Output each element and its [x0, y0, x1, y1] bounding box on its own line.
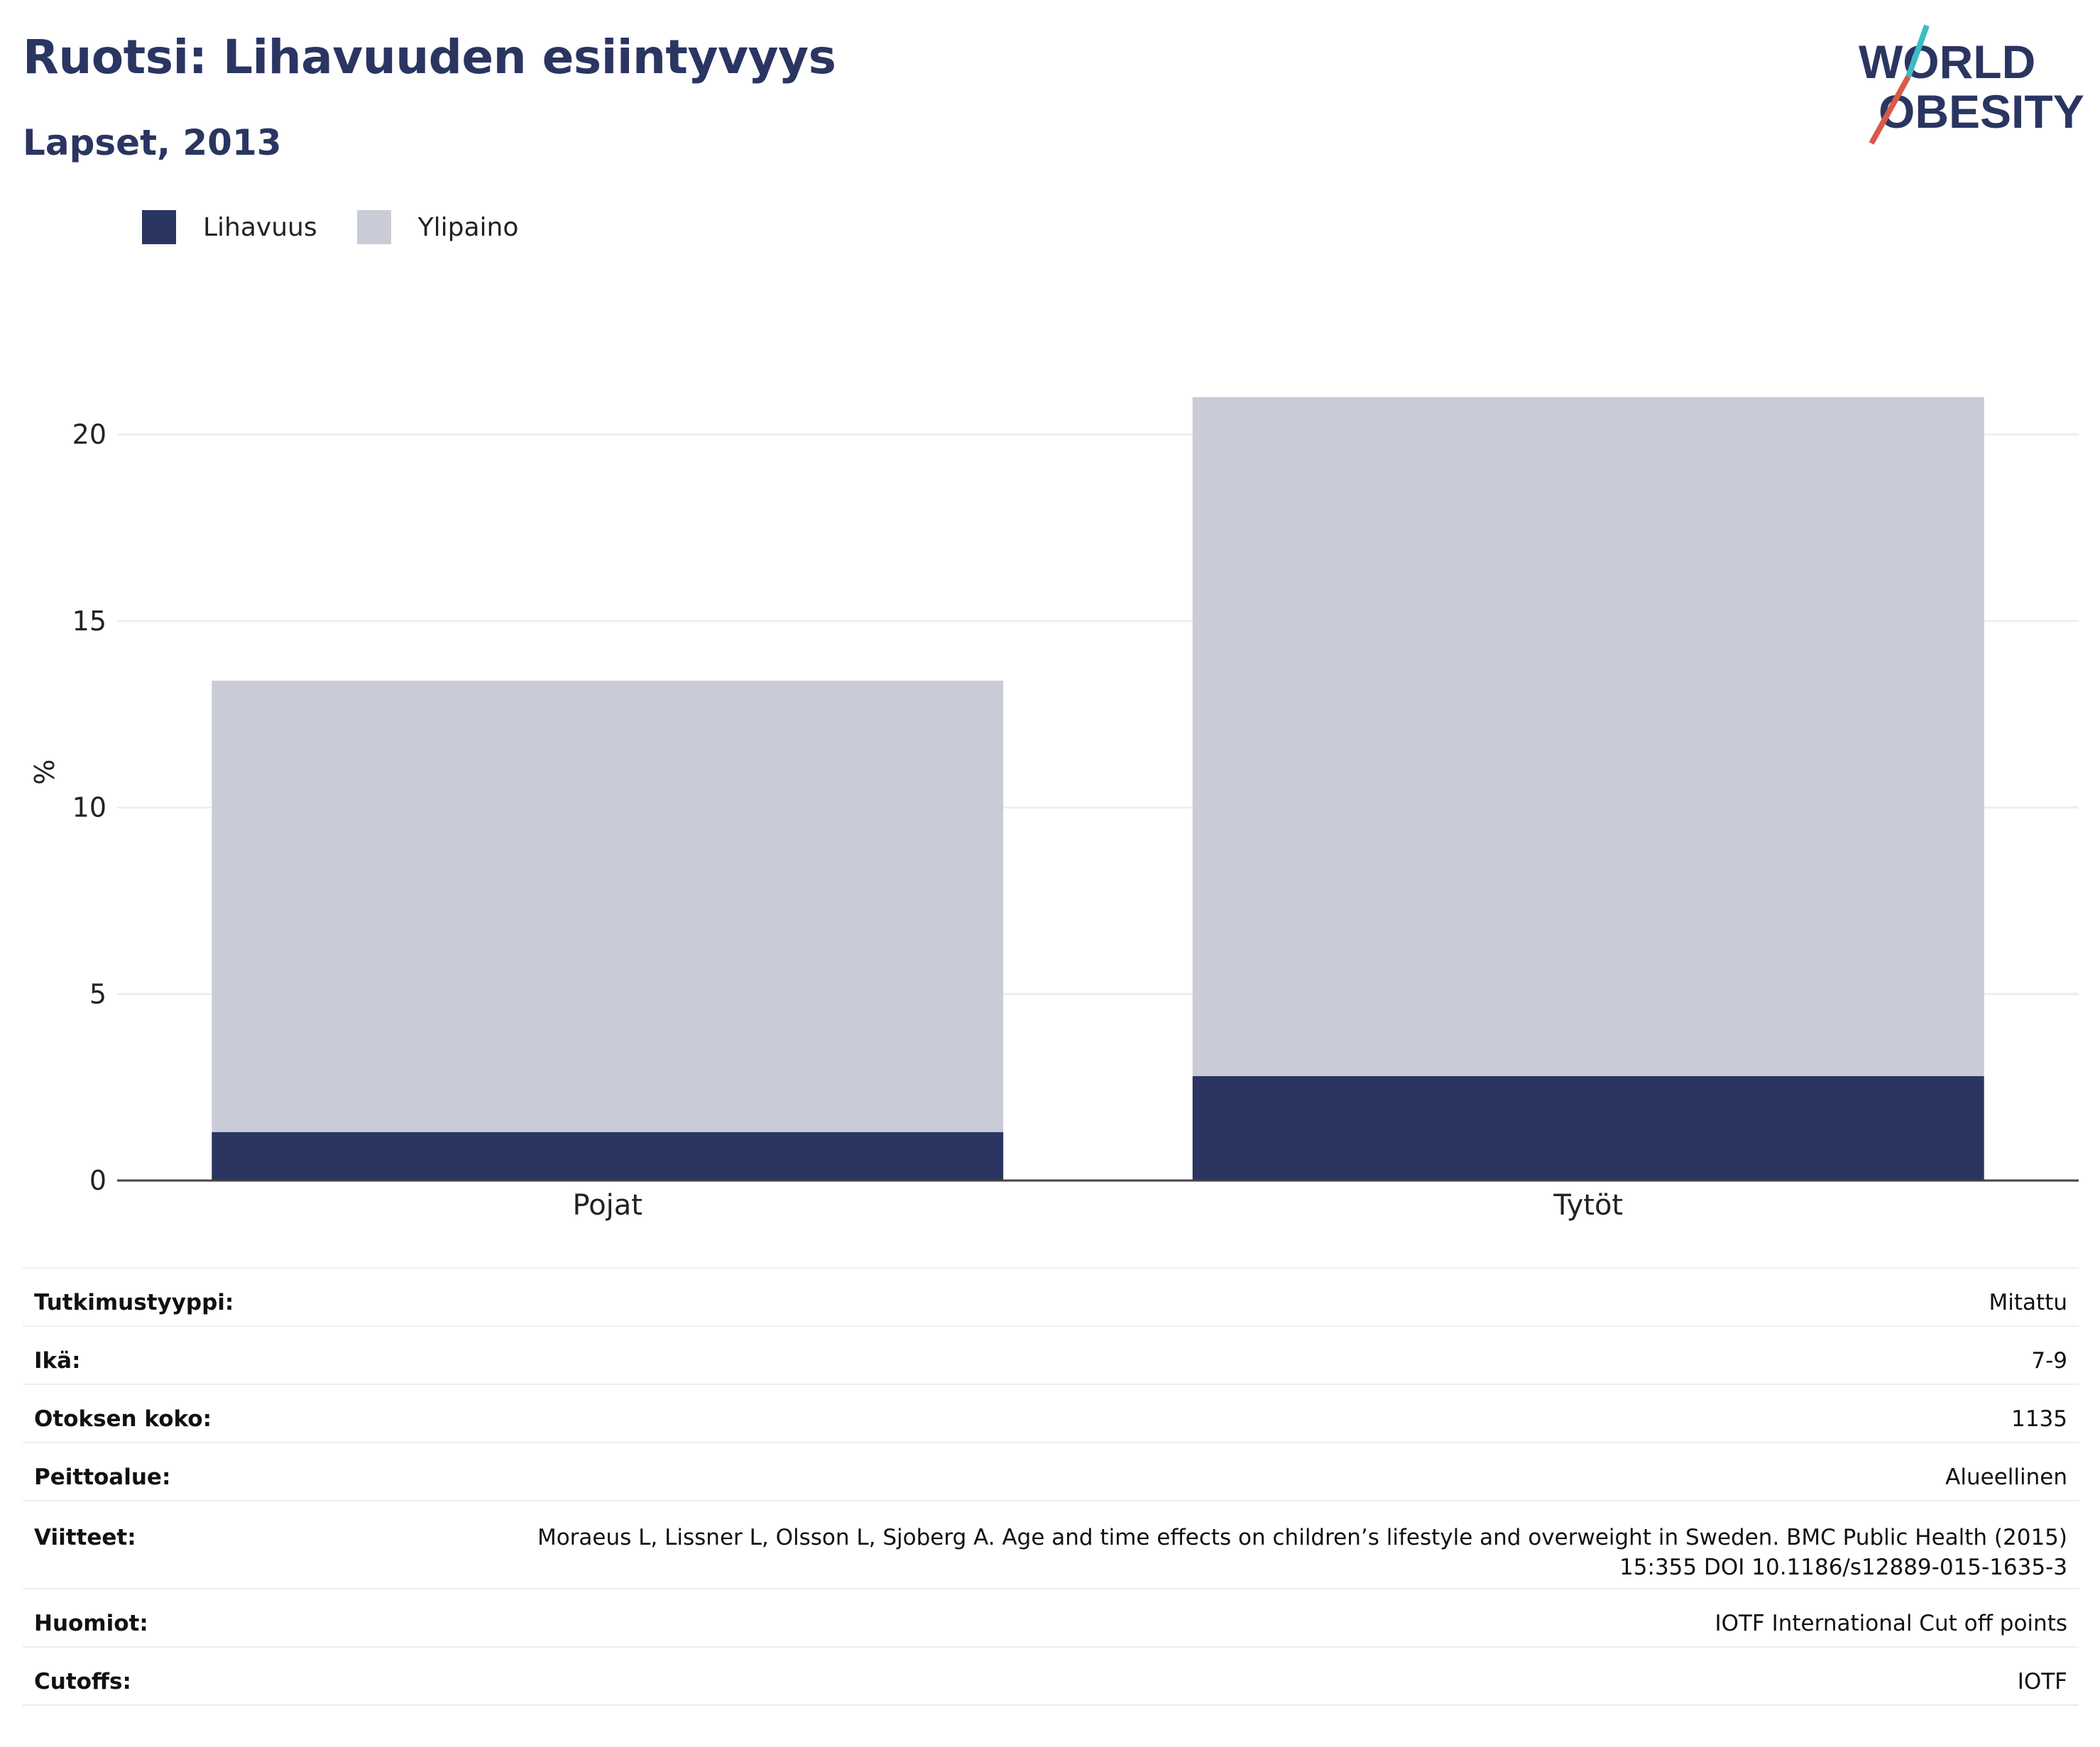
y-tick-label: 15 — [72, 606, 106, 637]
study-info-table: Tutkimustyyppi: Mitattu Ikä: 7-9 Otoksen kok… — [23, 1267, 2079, 1706]
info-value: Alueellinen — [449, 1442, 2079, 1501]
info-row: Ikä: 7-9 — [23, 1325, 2079, 1384]
info-row: Peittoalue: Alueellinen — [23, 1442, 2079, 1501]
svg-text:OBESITY: OBESITY — [1878, 85, 2084, 138]
legend-swatch-obesity — [142, 210, 176, 244]
y-tick-label: 5 — [89, 978, 106, 1009]
legend-item-obesity[interactable]: Lihavuus — [142, 210, 317, 244]
info-key: Cutoffs: — [23, 1646, 449, 1706]
bar-obesity-1 — [1192, 1075, 1984, 1181]
bar-overweight-1 — [1192, 397, 1984, 1076]
y-axis-label: % — [29, 760, 60, 785]
info-key: Huomiot: — [23, 1588, 449, 1647]
info-value: IOTF International Cut off points — [449, 1588, 2079, 1647]
info-key: Peittoalue: — [23, 1442, 449, 1501]
info-key: Viitteet: — [23, 1500, 449, 1589]
info-value: 7-9 — [449, 1325, 2079, 1384]
info-row: Otoksen koko: 1135 — [23, 1384, 2079, 1442]
info-row: Tutkimustyyppi: Mitattu — [23, 1267, 2079, 1326]
bar-obesity-0 — [212, 1132, 1004, 1181]
info-value: 1135 — [449, 1384, 2079, 1442]
legend-item-overweight[interactable]: Ylipaino — [356, 210, 519, 244]
info-row: Viitteet: Moraeus L, Lissner L, Olsson L,… — [23, 1500, 2079, 1589]
info-row: Cutoffs: IOTF — [23, 1646, 2079, 1706]
svg-text:WORLD: WORLD — [1859, 35, 2035, 88]
chart-title: Ruotsi: Lihavuuden esiintyvyys — [23, 30, 836, 84]
info-value: IOTF — [449, 1646, 2079, 1706]
bar-chart: 0 5 10 15 20% Pojat Tytöt — [29, 397, 2079, 1222]
chart-legend: Lihavuus Ylipaino — [142, 210, 558, 244]
x-category-label: Pojat — [573, 1189, 642, 1222]
info-value: Mitattu — [449, 1267, 2079, 1326]
legend-label-obesity: Lihavuus — [203, 212, 317, 242]
info-row: Huomiot: IOTF International Cut off point… — [23, 1588, 2079, 1647]
bar-overweight-0 — [212, 680, 1004, 1132]
info-key: Otoksen koko: — [23, 1384, 449, 1442]
info-value: Moraeus L, Lissner L, Olsson L, Sjoberg … — [449, 1500, 2079, 1589]
y-tick-label: 0 — [89, 1165, 106, 1196]
chart-subtitle: Lapset, 2013 — [23, 122, 282, 163]
legend-label-overweight: Ylipaino — [417, 212, 519, 242]
info-key: Ikä: — [23, 1325, 449, 1384]
world-obesity-logo: WORLD OBESITY — [1859, 24, 2084, 145]
info-key: Tutkimustyyppi: — [23, 1267, 449, 1326]
legend-swatch-overweight — [356, 210, 391, 244]
x-category-label: Tytöt — [1553, 1189, 1623, 1222]
y-tick-label: 20 — [72, 419, 106, 450]
y-tick-label: 10 — [72, 792, 106, 823]
